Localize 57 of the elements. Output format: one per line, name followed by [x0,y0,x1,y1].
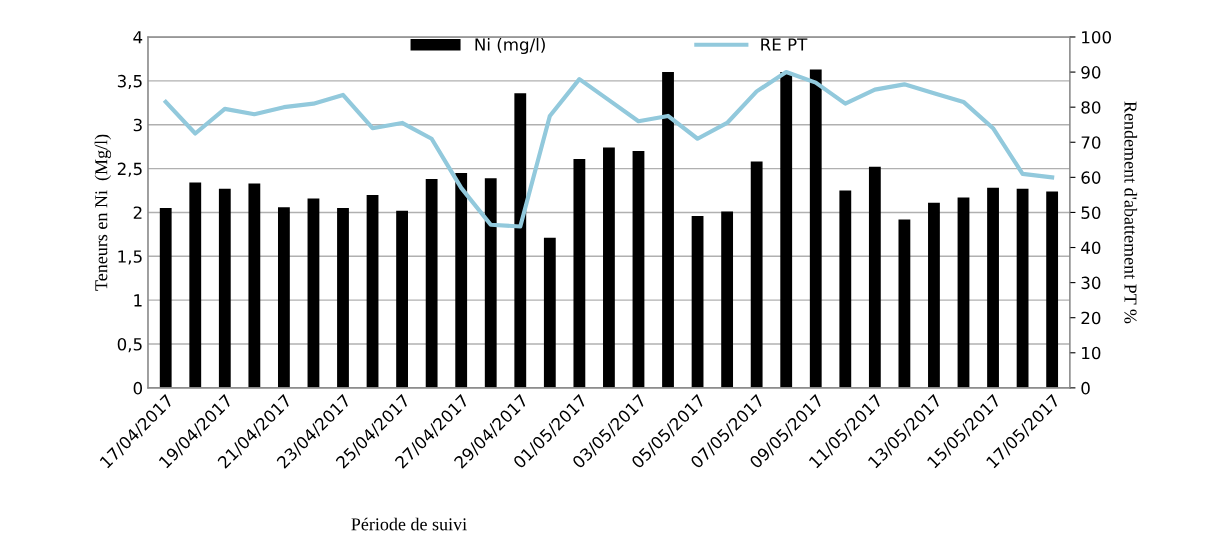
bar [632,151,645,388]
bar [543,237,556,388]
y-axis-title: Teneurs en Ni (Mg/l) [94,134,112,291]
y2-tick-label: 50 [1081,206,1101,219]
bar [987,187,999,388]
bar [662,72,674,388]
bar [159,208,172,388]
y2-tick-label: 90 [1081,66,1101,79]
bar [1046,191,1059,388]
bar [396,210,408,388]
bar [721,211,734,388]
bar [839,190,852,388]
y-tick-label: 3 [133,118,142,132]
y-tick-label: 2,5 [117,162,142,177]
legend-label: Ni (mg/l) [475,37,545,55]
bar [898,219,911,388]
bar [780,72,793,388]
y2-axis-title: Rendement d'abattement PT % [1124,101,1138,324]
bar [189,182,202,388]
bar [248,183,261,388]
y-tick-label: 1 [134,294,142,307]
bar [337,208,349,388]
bar [455,172,468,388]
bar [928,202,940,388]
y2-tick-label: 0 [1081,381,1090,395]
bar [957,197,970,388]
line-series [163,69,1055,229]
bar [809,69,822,388]
bar [484,178,497,388]
y2-tick-label: 80 [1081,101,1101,114]
y-tick-label: 4 [133,31,143,44]
bar [691,215,704,388]
bar [603,147,615,388]
y2-tick-label: 20 [1081,311,1101,325]
y2-tick-label: 70 [1081,136,1101,149]
y-tick-label: 1,5 [118,250,142,265]
bar [573,158,586,388]
bar [277,207,290,388]
bar [425,179,438,388]
bar [868,166,881,388]
bar [218,188,231,388]
x-axis-title: Période de suivi [351,517,467,531]
bar [366,194,379,388]
bar [514,93,527,388]
bar [307,198,320,388]
bar [750,161,763,388]
bar [1016,188,1029,388]
y2-tick-label: 60 [1081,171,1101,184]
y-tick-label: 2 [133,206,142,219]
y-tick-label: 3,5 [117,74,142,90]
y2-tick-label: 30 [1081,276,1101,290]
y2-tick-label: 100 [1082,30,1111,44]
y2-tick-label: 40 [1081,241,1101,255]
y-tick-label: 0 [133,381,143,395]
legend-label: RE PT [761,38,808,51]
y2-tick-label: 10 [1082,346,1101,360]
y-tick-label: 0,5 [117,337,142,353]
